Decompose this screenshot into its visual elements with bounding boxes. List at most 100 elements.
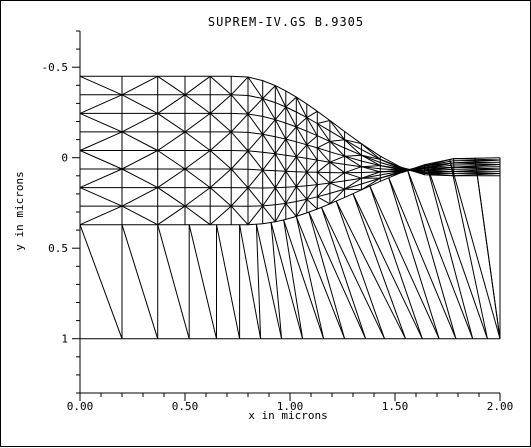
oxide-mesh-diagonal [185,169,210,188]
oxide-mesh-diagonal [263,134,276,153]
substrate-mesh-edge [336,201,384,339]
oxide-mesh-diagonal [122,132,158,151]
oxide-mesh-diagonal [158,132,185,151]
oxide-mesh-diagonal [231,206,248,225]
oxide-mesh-diagonal [330,156,345,162]
oxide-mesh-diagonal [317,162,330,172]
substrate-mesh-edge [427,164,473,339]
oxide-mesh-diagonal [122,169,158,188]
oxide-mesh-diagonal [185,188,210,207]
oxide-mesh-diagonal [210,169,231,188]
oxide-mesh-diagonal [345,167,362,173]
substrate-mesh-diagonal [408,170,473,339]
oxide-mesh-diagonal [263,188,276,206]
oxide-mesh-diagonal [210,113,231,131]
substrate-mesh-diagonal [336,201,405,339]
y-tick-label: -0.5 [42,61,69,74]
oxide-mesh-diagonal [210,188,231,207]
oxide-mesh-diagonal [80,95,122,114]
oxide-mesh-diagonal [296,145,307,157]
oxide-mesh-diagonal [286,203,297,216]
oxide-mesh-diagonal [248,134,263,151]
substrate-mesh-edge [450,159,488,339]
oxide-mesh-diagonal [248,206,263,225]
oxide-mesh-diagonal [317,172,330,183]
oxide-mesh-diagonal [158,95,185,114]
oxide-mesh-diagonal [122,206,158,225]
y-tick-label: 1 [61,333,68,346]
substrate-mesh-diagonal [189,225,216,339]
oxide-mesh-diagonal [210,95,231,114]
oxide-mesh-diagonal [80,169,122,188]
x-tick-label: 2.00 [487,400,514,413]
oxide-mesh-diagonal [296,172,307,187]
oxide-mesh-diagonal [330,140,345,142]
oxide-mesh-diagonal [122,188,158,207]
substrate-mesh-diagonal [122,225,158,339]
oxide-mesh-diagonal [275,154,286,172]
x-axis-label: x in microns [248,409,327,422]
substrate-mesh-diagonal [475,158,500,339]
oxide-mesh-diagonal [80,132,122,151]
oxide-mesh-diagonal [345,173,362,179]
oxide-mesh-diagonal [248,188,263,206]
oxide-mesh-layer [80,76,500,176]
oxide-mesh-diagonal [122,95,158,114]
oxide-mesh-diagonal [158,169,185,188]
oxide-mesh-diagonal [263,154,276,170]
oxide-mesh-diagonal [307,111,318,117]
oxide-mesh-diagonal [80,151,122,170]
oxide-mesh-diagonal [210,76,231,95]
x-tick-label: 0.00 [67,400,94,413]
oxide-mesh-diagonal [307,199,318,209]
oxide-mesh-diagonal [330,183,345,189]
oxide-mesh-diagonal [158,113,185,131]
oxide-mesh-diagonal [286,171,297,186]
substrate-mesh-diagonal [427,164,488,339]
oxide-mesh-diagonal [210,132,231,151]
oxide-mesh-diagonal [263,206,276,222]
oxide-mesh-diagonal [231,151,248,169]
substrate-mesh-diagonal [284,220,324,339]
x-tick-label: 0.50 [172,400,199,413]
oxide-mesh-diagonal [263,170,276,188]
substrate-mesh-diagonal [217,225,240,339]
oxide-mesh-diagonal [122,76,158,95]
oxide-mesh-diagonal [185,206,210,225]
oxide-mesh-diagonal [317,121,330,124]
oxide-mesh-diagonal [158,188,185,207]
oxide-mesh-diagonal [231,169,248,188]
substrate-mesh-edge [408,170,456,339]
oxide-mesh-diagonal [80,188,122,207]
oxide-mesh-diagonal [248,151,263,170]
oxide-mesh-diagonal [80,206,122,225]
oxide-mesh-diagonal [80,76,122,95]
substrate-mesh-diagonal [322,207,385,338]
oxide-mesh-diagonal [80,113,122,131]
oxide-mesh-diagonal [231,77,248,95]
y-tick-label: 0.5 [48,242,68,255]
oxide-mesh-diagonal [317,141,330,148]
substrate-mesh-edge [322,207,366,338]
oxide-mesh-diagonal [185,76,210,95]
oxide-mesh-diagonal [210,206,231,225]
oxide-mesh-diagonal [185,132,210,151]
y-tick-label: 0 [61,152,68,165]
substrate-mesh-edge [80,225,122,339]
oxide-mesh-diagonal [275,107,286,120]
oxide-mesh-diagonal [248,99,263,115]
oxide-mesh-diagonal [122,151,158,170]
oxide-mesh-diagonal [286,157,297,171]
oxide-mesh-diagonal [307,160,318,172]
plot-title: SUPREM-IV.GS B.9305 [208,15,364,29]
oxide-mesh-diagonal [158,151,185,170]
oxide-mesh-diagonal [158,206,185,225]
oxide-mesh-diagonal [345,155,362,156]
oxide-mesh-diagonal [210,151,231,170]
oxide-mesh-diagonal [231,95,248,114]
oxide-mesh-diagonal [263,86,276,99]
oxide-mesh-diagonal [185,95,210,114]
oxide-mesh-diagonal [317,197,330,204]
